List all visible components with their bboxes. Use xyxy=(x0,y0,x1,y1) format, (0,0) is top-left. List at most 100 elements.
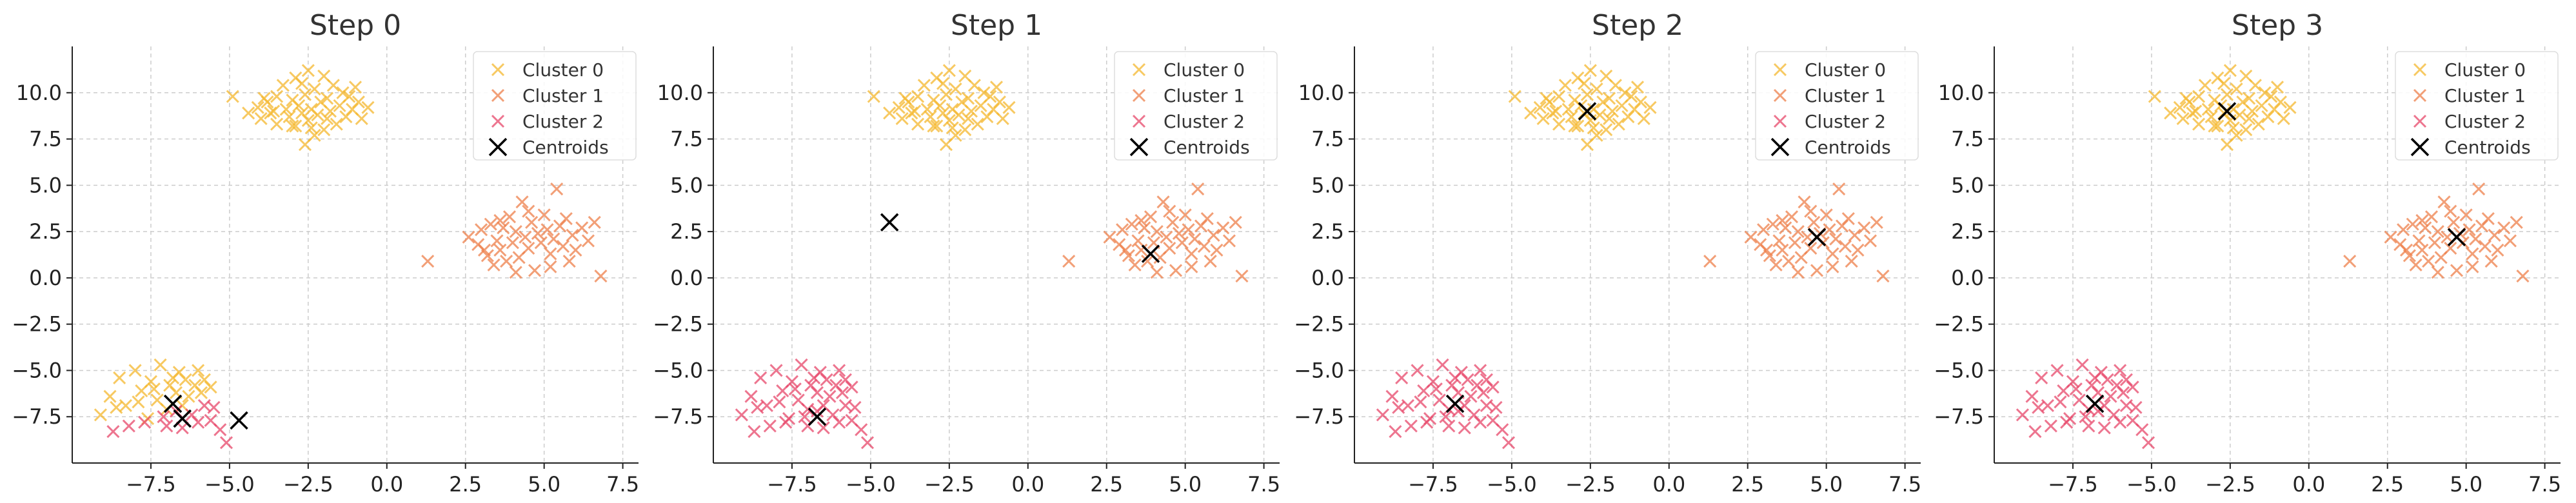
data-point xyxy=(1757,223,1770,237)
y-tick-label: 10.0 xyxy=(1938,81,1984,105)
data-point xyxy=(2484,254,2498,268)
data-point xyxy=(2211,119,2224,133)
data-point xyxy=(1810,264,1824,277)
y-tick-label: 2.5 xyxy=(1951,219,1984,244)
data-point xyxy=(1552,117,1566,131)
data-point xyxy=(311,108,324,122)
data-point xyxy=(493,213,507,227)
data-point xyxy=(2088,371,2102,384)
data-point xyxy=(1131,234,1145,248)
legend-label: Cluster 0 xyxy=(2444,59,2526,81)
data-point xyxy=(515,195,529,209)
data-point xyxy=(132,395,145,409)
series-cluster-1 xyxy=(1062,182,1249,283)
data-point xyxy=(2258,86,2272,99)
data-point xyxy=(566,228,579,242)
data-point xyxy=(2126,380,2139,394)
data-point xyxy=(1185,247,1198,261)
data-point xyxy=(2510,215,2523,229)
y-tick-label: 5.0 xyxy=(670,173,703,197)
data-point xyxy=(361,101,375,114)
data-point xyxy=(2491,243,2504,257)
data-point xyxy=(257,92,271,105)
data-point xyxy=(497,221,510,235)
data-point xyxy=(807,371,821,384)
legend-marker xyxy=(2413,88,2427,103)
legend-label: Centroids xyxy=(522,137,609,158)
data-point xyxy=(556,240,570,253)
legend-marker xyxy=(491,63,505,77)
data-point xyxy=(286,119,299,133)
data-point xyxy=(1188,232,1202,246)
data-point xyxy=(2419,221,2432,235)
data-point xyxy=(817,421,830,435)
data-point xyxy=(1395,371,1409,384)
y-tick-label: 7.5 xyxy=(1951,127,1984,152)
legend-marker xyxy=(491,88,505,103)
data-point xyxy=(754,371,768,384)
y-tick-label: 0.0 xyxy=(29,266,62,290)
data-point xyxy=(182,390,195,403)
legend-label: Centroids xyxy=(2444,137,2531,158)
data-point xyxy=(493,243,507,257)
data-point xyxy=(996,112,1009,126)
legend-marker xyxy=(2410,137,2430,157)
data-point xyxy=(122,419,135,433)
data-point xyxy=(462,230,475,244)
data-point xyxy=(1439,410,1452,424)
data-point xyxy=(1474,415,1487,429)
data-point xyxy=(544,260,557,273)
data-point xyxy=(194,386,208,399)
data-point xyxy=(967,79,981,92)
y-tick-label: 10.0 xyxy=(1298,81,1344,105)
data-point xyxy=(2384,230,2397,244)
centroids-group xyxy=(807,213,1160,426)
data-point xyxy=(2189,104,2203,118)
data-point xyxy=(1536,112,1550,126)
data-point xyxy=(2444,241,2457,255)
data-point xyxy=(1169,264,1183,277)
data-point xyxy=(2239,123,2253,137)
data-point xyxy=(540,223,554,237)
centroid-marker xyxy=(807,407,827,426)
data-point xyxy=(1486,380,1500,394)
centroid-marker xyxy=(1445,394,1465,413)
data-point xyxy=(1207,228,1220,242)
x-tick-label: 7.5 xyxy=(1247,472,1280,497)
data-point xyxy=(1568,119,1581,133)
data-point xyxy=(993,95,1006,109)
data-point xyxy=(1583,64,1597,77)
data-point xyxy=(2503,234,2517,248)
data-point xyxy=(484,217,497,231)
data-point xyxy=(2397,223,2410,237)
panel-title: Step 3 xyxy=(2232,9,2323,42)
series-cluster-0 xyxy=(2148,64,2297,152)
data-point xyxy=(1376,408,1389,422)
series-cluster-0 xyxy=(94,358,217,426)
series-cluster-1 xyxy=(421,182,608,283)
data-point xyxy=(1779,221,1792,235)
data-point xyxy=(1229,215,1242,229)
data-point xyxy=(559,212,573,226)
data-point xyxy=(2091,404,2105,418)
data-point xyxy=(2114,364,2127,377)
legend: Cluster 0 Cluster 1 Cluster 2 Centroids xyxy=(1114,51,1278,161)
data-point xyxy=(917,79,931,92)
centroid-marker xyxy=(2217,102,2237,121)
legend: Cluster 0 Cluster 1 Cluster 2 Centroids xyxy=(473,51,637,161)
data-point xyxy=(2406,217,2419,231)
data-point xyxy=(1150,225,1164,239)
data-point xyxy=(845,380,858,394)
data-point xyxy=(94,408,107,422)
data-point xyxy=(421,254,435,268)
data-point xyxy=(2444,204,2457,218)
x-tick-label: 5.0 xyxy=(2450,472,2482,497)
x-tick-label: −2.5 xyxy=(283,472,333,497)
y-tick-label: −5.0 xyxy=(653,358,703,382)
data-point xyxy=(1210,243,1224,257)
x-tick-label: −5.0 xyxy=(204,472,255,497)
legend-label: Centroids xyxy=(1164,137,1250,158)
data-point xyxy=(490,234,504,248)
data-point xyxy=(276,79,290,92)
data-point xyxy=(942,113,956,127)
